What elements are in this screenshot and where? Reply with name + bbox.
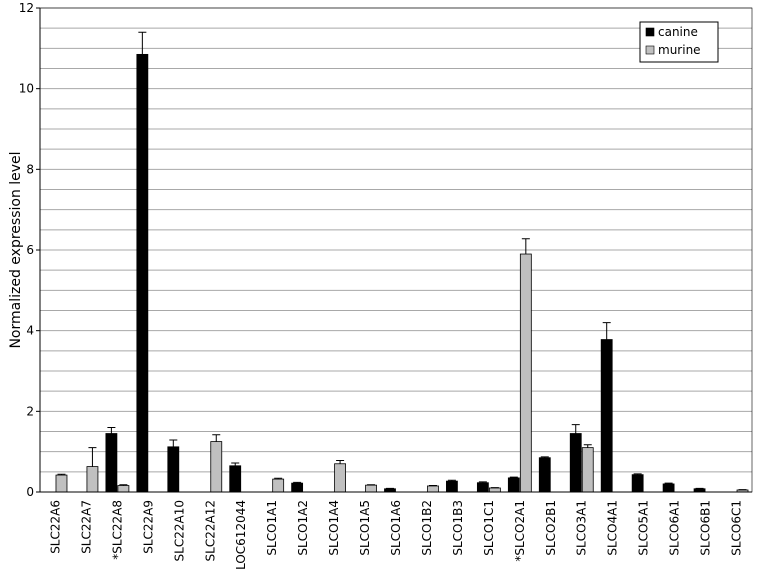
bar: [507, 477, 520, 493]
x-tick-label: *SLCO2A1: [513, 500, 527, 562]
y-tick-label: 8: [26, 162, 34, 176]
error-bar: [119, 484, 128, 486]
legend-swatch: [645, 45, 655, 55]
error-bar: [274, 477, 283, 480]
bar: [229, 465, 242, 493]
x-tick-label: LOC612044: [234, 500, 248, 570]
x-tick-label: SLCO3A1: [575, 500, 589, 556]
x-tick-label: SLCO1A4: [327, 500, 341, 556]
error-bar: [107, 426, 116, 434]
bar: [427, 485, 439, 493]
x-tick-label: *SLC22A8: [110, 500, 124, 560]
x-tick-label: SLC22A10: [172, 500, 186, 561]
bar: [136, 53, 149, 493]
error-bar: [447, 479, 456, 482]
bar: [476, 482, 489, 493]
y-tick-label: 6: [26, 243, 34, 257]
bar: [662, 483, 675, 493]
legend-label: canine: [658, 25, 698, 39]
y-tick-label: 2: [26, 404, 34, 418]
bar: [117, 485, 130, 493]
x-tick-label: SLC22A12: [203, 500, 217, 561]
error-bar: [169, 439, 178, 447]
error-bar: [583, 444, 592, 448]
x-tick-label: SLCO4A1: [606, 500, 620, 556]
x-tick-label: SLCO1A6: [389, 500, 403, 556]
bar: [272, 478, 285, 493]
bar: [334, 463, 346, 493]
bar: [210, 441, 223, 493]
bar: [167, 446, 180, 493]
bar: [446, 480, 458, 493]
error-bar: [633, 473, 642, 475]
error-bar: [664, 482, 673, 484]
error-bar: [231, 462, 240, 466]
x-tick-label: SLCO1A2: [296, 500, 310, 556]
legend-label: murine: [658, 43, 701, 57]
x-tick-label: SLCO1B2: [420, 500, 434, 556]
x-tick-label: SLCO1C1: [482, 500, 496, 556]
error-bar: [88, 447, 97, 467]
y-tick-label: 10: [19, 82, 34, 96]
x-tick-label: SLC22A6: [48, 500, 62, 554]
error-bar: [571, 424, 580, 434]
y-axis-label: Normalized expression level: [8, 151, 24, 348]
x-tick-label: SLCO6C1: [730, 500, 744, 556]
x-tick-label: SLCO1A1: [265, 500, 279, 556]
x-tick-label: SLCO2B1: [544, 500, 558, 556]
x-tick-label: SLC22A7: [79, 500, 93, 554]
bar: [569, 433, 582, 493]
bar: [581, 447, 594, 493]
error-bar: [478, 481, 487, 483]
error-bar: [212, 434, 221, 442]
x-tick-label: SLC22A9: [141, 500, 155, 554]
bar: [86, 466, 99, 493]
legend-swatch: [645, 27, 655, 37]
y-tick-label: 4: [26, 324, 34, 338]
error-bar: [138, 31, 147, 55]
error-bar: [57, 473, 66, 476]
bar: [105, 433, 118, 493]
y-tick-label: 0: [26, 485, 34, 499]
bar: [519, 253, 532, 493]
error-bar: [521, 238, 530, 255]
error-bar: [336, 460, 345, 464]
bar: [365, 484, 377, 493]
bar: [631, 474, 644, 493]
bar: [55, 474, 68, 493]
bar: [538, 457, 551, 493]
x-tick-label: SLCO5A1: [637, 500, 651, 556]
error-bar: [540, 456, 549, 458]
x-tick-label: SLCO1A5: [358, 500, 372, 556]
bar: [488, 487, 501, 493]
bar: [600, 339, 613, 493]
error-bar: [509, 476, 518, 478]
x-tick-label: SLCO6A1: [668, 500, 682, 556]
x-tick-label: SLCO6B1: [699, 500, 713, 556]
error-bar: [602, 322, 611, 340]
plot-border: [39, 7, 753, 493]
x-tick-label: SLCO1B3: [451, 500, 465, 556]
error-bar: [293, 481, 302, 484]
y-tick-label: 12: [19, 1, 34, 15]
bar: [291, 482, 304, 493]
